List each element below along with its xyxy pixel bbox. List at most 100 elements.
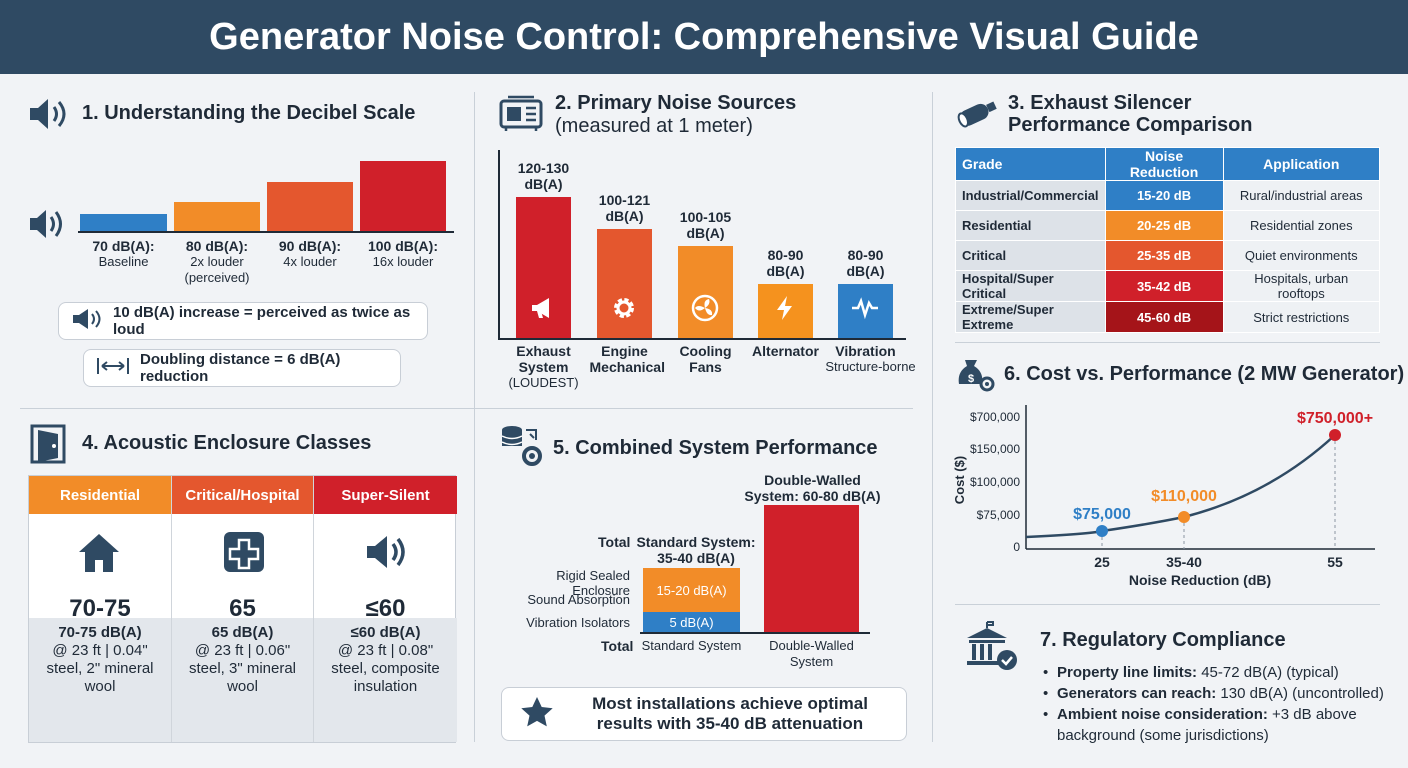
detail-title: 65 dB(A) xyxy=(211,624,274,641)
enclosure-class-header: Residential xyxy=(29,476,171,514)
data-point xyxy=(1329,429,1341,441)
column-header: Noise Reduction xyxy=(1104,147,1224,181)
item-label: Ambient noise consideration: xyxy=(1057,706,1268,723)
value-range: 100-121 xyxy=(598,192,651,209)
decibel-desc: 4x louder xyxy=(283,254,337,269)
section-subheading-sources: (measured at 1 meter) xyxy=(555,115,753,137)
decibel-desc: Baseline xyxy=(98,254,149,269)
x-axis xyxy=(640,632,870,634)
source-name: Engine Mechanical xyxy=(589,343,665,375)
standard-system-label: Standard System: 35-40 dB(A) xyxy=(636,534,756,566)
data-point xyxy=(1178,511,1190,523)
component-label: Vibration Isolators xyxy=(526,615,630,630)
list-item: Generators can reach: 130 dB(A) (uncontr… xyxy=(1040,683,1395,704)
section-heading-combined: 5. Combined System Performance xyxy=(553,437,878,459)
table-row: Hospital/Super Critical 35-42 dB Hospitals… xyxy=(955,270,1381,302)
divider xyxy=(932,92,933,742)
x-label-double: Double-Walled System xyxy=(769,638,854,669)
list-item: Ambient noise consideration: +3 dB above… xyxy=(1040,704,1395,746)
noise-source-bar xyxy=(678,245,733,338)
divider xyxy=(20,408,913,409)
section-heading-sources: 2. Primary Noise Sources xyxy=(555,92,797,114)
noise-source-bar xyxy=(597,229,652,338)
data-point xyxy=(1096,525,1108,537)
x-axis-title: Noise Reduction (dB) xyxy=(1129,572,1271,588)
list-item: Property line limits: 45-72 dB(A) (typic… xyxy=(1040,662,1395,683)
y-tick-label: $75,000 xyxy=(977,508,1021,522)
column-header: Application xyxy=(1222,147,1381,181)
megaphone-icon xyxy=(529,294,557,327)
application-cell: Quiet environments xyxy=(1222,240,1381,271)
data-label: $75,000 xyxy=(1073,506,1131,523)
item-text: 130 dB(A) (uncontrolled) xyxy=(1220,685,1384,702)
y-axis xyxy=(498,150,500,340)
fan-icon xyxy=(691,294,719,327)
value-range: 80-90 xyxy=(767,246,804,263)
total-label-top: Total xyxy=(598,534,631,550)
decibel-value: 90 dB(A): xyxy=(278,238,342,254)
note-text: Doubling distance = 6 dB(A) reduction xyxy=(140,351,341,385)
x-label-standard: Standard System xyxy=(641,638,742,653)
source-name: Alternator xyxy=(752,343,819,359)
noise-source-value: 80-90 dB(A) xyxy=(826,247,905,279)
enclosure-detail: 70-75 dB(A) @ 23 ft | 0.04" steel, 2" min… xyxy=(29,618,171,742)
hospital-cross-icon xyxy=(172,528,313,578)
value-range: 120-130 xyxy=(517,159,570,176)
decibel-level-label: 100 dB(A): 16x louder xyxy=(352,238,454,270)
noise-source-value: 80-90 dB(A) xyxy=(746,247,825,279)
distance-arrows-icon xyxy=(96,356,130,380)
database-gear-icon xyxy=(498,424,546,473)
regulatory-list: Property line limits: 45-72 dB(A) (typic… xyxy=(1040,662,1395,746)
section-heading-cost: 6. Cost vs. Performance (2 MW Generator) xyxy=(1004,363,1405,385)
waveform-icon xyxy=(851,294,879,327)
decibel-value: 70 dB(A): xyxy=(92,238,155,254)
decibel-bar xyxy=(174,202,260,231)
axis-baseline xyxy=(78,231,454,233)
generator-icon xyxy=(498,95,544,138)
grade-cell: Industrial/Commercial xyxy=(955,180,1106,211)
enclosure-level: 65 xyxy=(229,595,256,622)
value-unit: dB(A) xyxy=(686,224,725,241)
detail-title: 70-75 dB(A) xyxy=(58,624,142,641)
value-unit: dB(A) xyxy=(524,175,563,192)
silencer-comparison-table: Grade Noise Reduction Application Indust… xyxy=(955,147,1381,333)
source-note: Structure-borne xyxy=(825,359,916,374)
decibel-level-label: 90 dB(A): 4x louder xyxy=(259,238,361,270)
table-row: Critical 25-35 dB Quiet environments xyxy=(955,240,1381,271)
double-walled-label: Double-Walled System: 60-80 dB(A) xyxy=(744,472,881,504)
source-name: Exhaust System xyxy=(516,343,571,375)
section-heading-regulatory: 7. Regulatory Compliance xyxy=(1040,629,1286,651)
speaker-icon xyxy=(314,528,457,578)
grade-cell: Residential xyxy=(955,210,1106,241)
x-axis xyxy=(498,338,906,340)
noise-source-label: Alternator xyxy=(742,343,829,359)
noise-source-value: 100-105 dB(A) xyxy=(666,209,745,241)
enclosure-detail: ≤60 dB(A) @ 23 ft | 0.08" steel, composit… xyxy=(314,618,457,742)
component-label: Sound Absorption xyxy=(527,592,630,607)
detail-title: ≤60 dB(A) xyxy=(350,624,421,641)
value-unit: dB(A) xyxy=(766,262,805,279)
bar-double-walled xyxy=(764,505,859,633)
value-unit: dB(A) xyxy=(605,208,644,225)
speaker-icon xyxy=(28,208,68,245)
note-distance: Doubling distance = 6 dB(A) reduction xyxy=(83,349,401,387)
cost-performance-chart: $700,000 $150,000 $100,000 $75,000 0 Cost ($)… xyxy=(952,405,1375,588)
decibel-value: 80 dB(A): xyxy=(185,238,249,254)
svg-text:$: $ xyxy=(968,373,974,385)
noise-source-label: Exhaust System (LOUDEST) xyxy=(500,343,587,391)
decibel-bar xyxy=(80,214,167,231)
lightning-icon xyxy=(771,294,799,327)
x-tick-label: 25 xyxy=(1094,554,1110,570)
decibel-bar xyxy=(360,161,446,231)
item-text: +3 dB above background (some jurisdictio… xyxy=(1057,706,1357,744)
enclosure-level: 70-75 xyxy=(69,595,131,622)
gear-icon xyxy=(610,294,638,327)
reduction-cell: 25-35 dB xyxy=(1104,240,1224,271)
door-enclosure-icon xyxy=(28,424,72,469)
section-heading-silencer: 3. Exhaust Silencer Performance Comparis… xyxy=(1008,92,1253,136)
grade-cell: Critical xyxy=(955,240,1106,271)
divider xyxy=(474,92,475,742)
component-label: Rigid Sealed Enclosure xyxy=(556,568,630,598)
